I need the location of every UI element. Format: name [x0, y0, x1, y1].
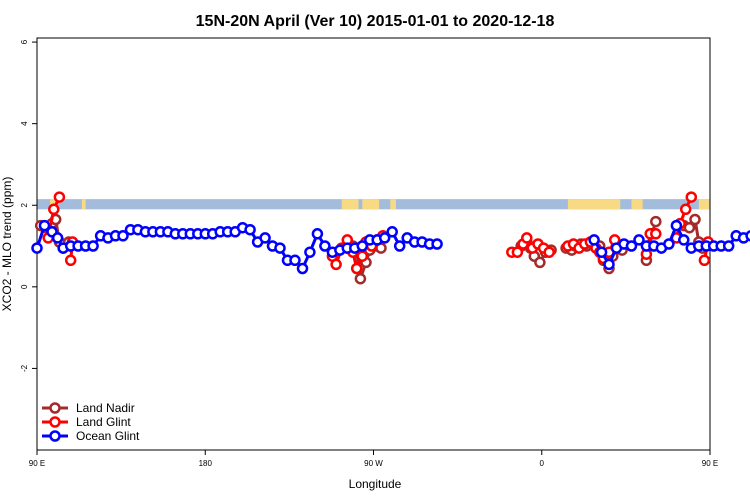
x-tick-label-1: 180 [199, 459, 213, 468]
map-strip-land-6 [631, 199, 643, 210]
x-axis: 90 E 180 90 W 0 90 E [29, 450, 718, 468]
ocean-glint-point-0-1 [38, 219, 51, 232]
ocean-glint-point-1-12 [678, 234, 690, 246]
y-tick-label-1: 0 [20, 284, 29, 289]
land-glint-point-7-0 [698, 254, 711, 267]
land-glint-point-3-3 [521, 232, 533, 244]
ocean-glint-point-1-2 [603, 258, 615, 271]
ocean-glint-point-1-10 [663, 238, 675, 250]
chart-title: 15N-20N April (Ver 10) 2015-01-01 to 202… [196, 13, 555, 30]
x-tick-label-3: 0 [540, 459, 545, 468]
land-nadir-point-4-2 [650, 215, 662, 228]
legend-label-ocean-glint: Ocean Glint [76, 429, 140, 443]
ocean-glint-point-1-21 [745, 230, 750, 242]
ocean-glint-point-0-48 [386, 226, 398, 238]
land-glint-point-0-1 [48, 203, 60, 216]
ocean-glint-point-0-39 [319, 240, 331, 252]
y-tick-label-3: 4 [20, 121, 29, 126]
ocean-glint-point-0-44 [356, 240, 369, 252]
map-strip [37, 199, 710, 210]
map-strip-land-5 [567, 199, 621, 210]
ocean-glint-point-0-47 [378, 232, 391, 244]
land-nadir-point-5-1 [683, 221, 696, 234]
legend-marker-ocean-glint [49, 430, 61, 442]
map-strip-land-2 [341, 199, 359, 210]
ocean-glint-point-1-0 [588, 234, 600, 246]
x-tick-label-4: 90 E [702, 459, 718, 468]
ocean-glint-point-0-36 [296, 262, 309, 275]
legend-item-land-nadir: Land Nadir [42, 401, 135, 415]
land-glint-point-0-2 [53, 191, 66, 203]
legend-label-land-nadir: Land Nadir [76, 401, 135, 415]
x-tick-label-2: 90 W [364, 459, 383, 468]
ocean-glint-point-1-5 [625, 240, 638, 252]
land-glint-point-6-2 [679, 203, 692, 216]
legend-marker-land-glint [49, 416, 61, 428]
y-tick-label-0: -2 [20, 364, 29, 372]
ocean-glint-point-0-49 [393, 240, 406, 252]
ocean-glint-point-0-0 [31, 242, 43, 254]
ocean-glint-point-0-3 [51, 232, 64, 244]
legend-label-land-glint: Land Glint [76, 415, 131, 429]
land-nadir-point-5-2 [689, 213, 701, 226]
ocean-glint-point-0-29 [244, 223, 256, 236]
ocean-glint-point-0-54 [431, 238, 443, 250]
map-strip-land-4 [390, 199, 396, 210]
ocean-glint-point-1-18 [722, 240, 735, 252]
y-axis-label: XCO2 - MLO trend (ppm) [0, 177, 14, 312]
y-tick-label-2: 2 [20, 202, 29, 207]
map-strip-land-1 [81, 199, 86, 210]
land-glint-point-5-2 [650, 228, 662, 240]
land-nadir-point-1-3 [354, 272, 367, 285]
legend-marker-land-nadir [49, 402, 61, 414]
y-tick-label-4: 6 [20, 39, 29, 44]
ocean-glint-point-1-11 [670, 219, 683, 232]
land-nadir-point-2-4 [534, 256, 546, 269]
ocean-glint-point-0-8 [87, 240, 99, 252]
legend: Land Nadir Land Glint Ocean Glint [42, 401, 140, 443]
ocean-glint-point-0-33 [274, 242, 286, 254]
ocean-glint-point-0-37 [304, 246, 316, 258]
legend-item-land-glint: Land Glint [42, 415, 131, 429]
ocean-glint-point-0-38 [311, 228, 324, 240]
y-axis: -2 0 2 4 6 [20, 39, 37, 372]
land-glint-point-2-6 [356, 250, 369, 262]
land-glint-point-2-5 [350, 262, 363, 275]
land-glint-point-3-7 [543, 246, 555, 258]
ocean-glint-point-0-35 [289, 254, 301, 267]
legend-item-ocean-glint: Ocean Glint [42, 429, 140, 443]
ocean-glint-point-0-31 [259, 232, 271, 244]
ocean-glint-point-1-1 [595, 246, 608, 258]
land-glint-point-3-1 [511, 246, 524, 258]
x-tick-label-0: 90 E [29, 459, 45, 468]
land-glint-point-2-1 [330, 258, 342, 271]
ocean-glint-point-1-6 [633, 234, 645, 246]
map-strip-land-7 [698, 199, 710, 210]
map-strip-land-3 [362, 199, 380, 210]
land-glint-point-1-0 [64, 254, 77, 267]
land-glint-point-6-3 [685, 191, 698, 203]
x-axis-label: Longitude [349, 477, 402, 491]
ocean-glint-point-0-12 [117, 230, 129, 242]
series-layer [31, 191, 750, 285]
